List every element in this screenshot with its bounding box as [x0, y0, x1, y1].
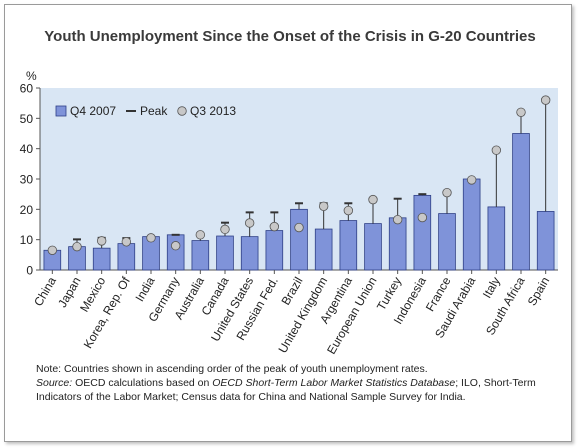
bar [413, 194, 432, 271]
source-label: Source: [36, 377, 73, 389]
bar [290, 208, 308, 271]
bar [462, 178, 481, 271]
legend-label-q3-2013: Q3 2013 [190, 104, 236, 118]
note-line: Note: Countries shown in ascending order… [36, 363, 428, 375]
q3-2013-marker [294, 222, 304, 233]
y-tick-label: 60 [20, 82, 34, 96]
q3-2013-marker [121, 237, 132, 247]
source-text-a: OECD calculations based on [72, 377, 213, 389]
chart-title: Youth Unemployment Since the Onset of th… [44, 28, 536, 45]
q3-2013-marker [244, 218, 255, 228]
q3-2013-marker [318, 201, 329, 212]
legend-swatch-q4-2007 [55, 105, 67, 117]
y-tick-label: 40 [20, 142, 34, 156]
q3-2013-marker [442, 187, 452, 198]
bar [216, 235, 234, 271]
q3-2013-marker [466, 175, 477, 185]
bar [487, 206, 506, 271]
bar [191, 240, 210, 271]
source-text-b: ; ILO, Short-Term Indicators of the Labo… [36, 377, 536, 403]
q3-2013-marker [220, 224, 230, 235]
bar [536, 211, 555, 271]
q3-2013-marker [368, 194, 378, 205]
q3-2013-marker [491, 145, 502, 155]
y-tick-label: 20 [20, 203, 34, 217]
bar [388, 217, 407, 271]
bar [512, 133, 530, 271]
y-tick-label: 30 [20, 173, 34, 187]
q3-2013-marker [146, 233, 156, 243]
bar [314, 228, 333, 271]
y-tick-label: 50 [20, 112, 34, 126]
q3-2013-marker [96, 236, 107, 246]
q3-2013-marker [170, 241, 181, 251]
q3-2013-marker [417, 212, 428, 223]
source-database: OECD Short-Term Labor Market Statistics … [212, 377, 456, 389]
bar [265, 230, 284, 271]
source-line: Source: OECD calculations based on OECD … [36, 376, 556, 404]
bar [166, 234, 185, 271]
y-tick-label: 10 [20, 233, 34, 247]
q3-2013-marker [392, 214, 403, 225]
x-tick-label: Spain [525, 275, 552, 309]
x-tick-label: India [132, 274, 157, 304]
bar [364, 223, 382, 271]
bar [339, 220, 358, 271]
bar [240, 236, 259, 271]
bar [92, 247, 111, 271]
q3-2013-marker [343, 205, 354, 216]
bar [117, 243, 136, 271]
chart-notes: Note: Countries shown in ascending order… [36, 362, 556, 404]
x-tick-label: Italy [480, 275, 503, 301]
q3-2013-marker [47, 245, 58, 255]
legend-label-peak: Peak [140, 104, 168, 118]
legend-swatch-q3-2013 [177, 106, 187, 116]
q3-2013-marker [195, 230, 206, 240]
y-axis-label: % [26, 69, 37, 83]
q3-2013-marker [540, 95, 551, 105]
q3-2013-marker [72, 241, 82, 252]
legend-label-q4-2007: Q4 2007 [70, 104, 116, 118]
y-tick-label: 0 [26, 264, 33, 278]
q3-2013-marker [269, 221, 280, 232]
q3-2013-marker [516, 107, 526, 117]
bar [438, 213, 456, 271]
